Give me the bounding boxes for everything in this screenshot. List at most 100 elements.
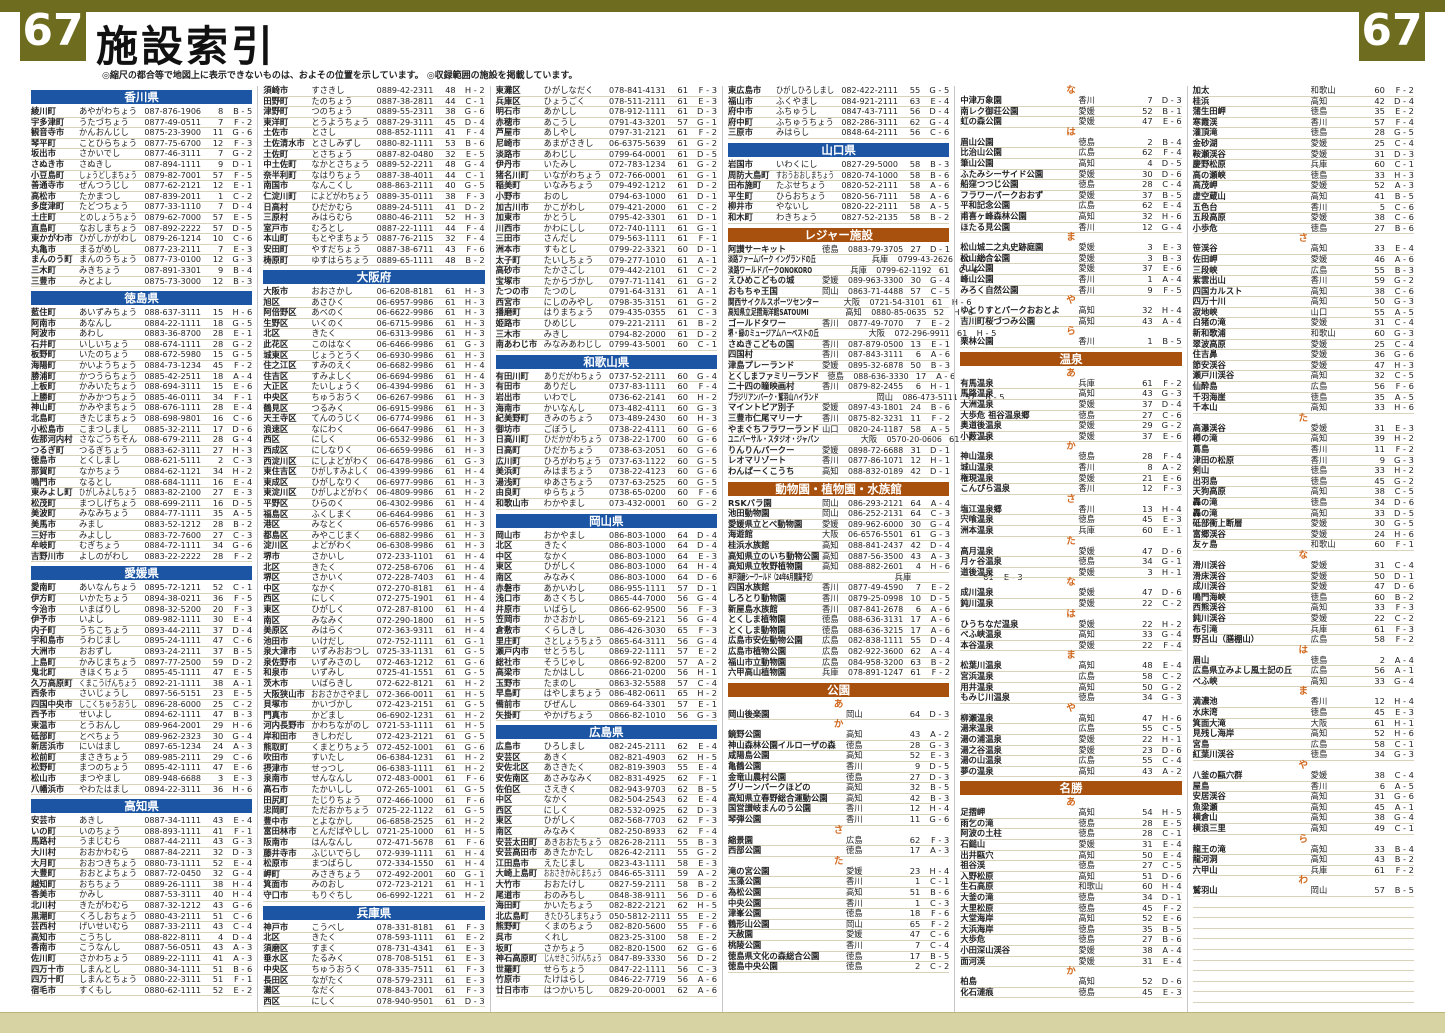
entry-phone: 078-708-5151 bbox=[376, 954, 434, 964]
map-page: 61 bbox=[445, 731, 456, 742]
entry-prefecture: 高知 bbox=[1310, 486, 1328, 497]
map-page: 31 bbox=[1374, 148, 1385, 159]
map-grid: H - 4 bbox=[464, 593, 485, 604]
map-page: 57 bbox=[964, 391, 976, 402]
municipality-row: 岸和田市 きしわだし 072-423-2121 61 G - 5 bbox=[263, 731, 485, 743]
municipality-row: 東区 ひがしく 082-568-7703 62 F - 3 bbox=[495, 815, 717, 827]
map-page: 33 bbox=[1374, 602, 1385, 613]
entry-prefecture: 高知 bbox=[1310, 823, 1328, 833]
entry-name: 轟の滝 bbox=[1192, 496, 1218, 507]
facility-row: 大里松原 徳島 45 F - 2 bbox=[960, 903, 1182, 915]
map-grid: C - 1 bbox=[465, 95, 485, 106]
entry-name: 西予市 bbox=[31, 709, 56, 720]
map-grid: H - 6 bbox=[1161, 712, 1182, 723]
municipality-row: 海田町 かいたちょう 082-822-2121 62 H - 5 bbox=[495, 901, 717, 912]
map-page: 61 bbox=[677, 201, 688, 212]
facility-row: 大歩危 祖谷温泉郷 徳島 27 C - 6 bbox=[960, 410, 1182, 422]
entry-name: 小豆島町 bbox=[31, 169, 65, 180]
entry-phone: 06-6532-9986 bbox=[376, 435, 434, 445]
entry-kana: しこくちゅうおうし bbox=[79, 698, 138, 709]
map-page: 58 bbox=[909, 190, 921, 201]
entry-name: 鈍川渓谷 bbox=[1192, 612, 1226, 623]
map-page: 61 bbox=[445, 963, 456, 974]
map-grid: B - 2 bbox=[233, 518, 253, 529]
map-grid: D - 4 bbox=[232, 624, 253, 635]
entry-kana: たじりちょう bbox=[311, 794, 362, 805]
entry-kana: とさし bbox=[311, 127, 337, 138]
entry-name: まんのう町 bbox=[31, 254, 73, 265]
entry-phone: 06-6464-9986 bbox=[376, 509, 434, 519]
map-grid: C - 2 bbox=[232, 190, 253, 201]
entry-kana: きたじまちょう bbox=[79, 413, 138, 424]
entry-phone: 0791-64-3131 bbox=[608, 287, 666, 297]
map-grid: D - 6 bbox=[1161, 870, 1182, 881]
entry-kana: このはなく bbox=[311, 339, 353, 350]
entry-kana: いまばりし bbox=[79, 603, 121, 614]
map-grid: E - 1 bbox=[698, 699, 717, 710]
map-grid: F - 3 bbox=[930, 834, 950, 845]
map-page: 57 bbox=[212, 222, 224, 233]
map-grid: A - 5 bbox=[930, 201, 950, 212]
entry-name: 石井町 bbox=[31, 338, 56, 349]
facility-row: 五段高原 愛媛 38 C - 6 bbox=[1192, 213, 1414, 224]
facility-row: 大釜の滝 徳島 34 D - 1 bbox=[960, 892, 1182, 904]
entry-name: 鳴門海峡 bbox=[1192, 591, 1226, 602]
section-header: レジャー施設 bbox=[727, 227, 950, 242]
entry-name: 滑床渓谷 bbox=[1192, 570, 1226, 581]
entry-phone: 0877-46-3111 bbox=[144, 149, 201, 159]
facility-row: 千本山 高知 33 H - 6 bbox=[1192, 403, 1414, 414]
municipality-row: 貝塚市 かいづかし 072-423-2151 61 G - 5 bbox=[263, 700, 485, 711]
entry-phone: 0880-62-1111 bbox=[144, 985, 201, 995]
entry-name: 大歩危 bbox=[960, 934, 986, 945]
map-page: 64 bbox=[677, 571, 688, 582]
entry-phone: 0883-36-8700 bbox=[144, 329, 201, 339]
entry-kana: まるがめし bbox=[79, 243, 121, 254]
map-grid: H - 3 bbox=[464, 307, 485, 318]
map-grid: H - 6 bbox=[951, 296, 972, 307]
map-page: 63 bbox=[910, 656, 921, 667]
entry-name: 西成区 bbox=[263, 445, 289, 455]
map-page: 11 bbox=[909, 814, 921, 825]
map-grid: F - 4 bbox=[1395, 116, 1414, 127]
entry-name: 布引滝 bbox=[1192, 623, 1218, 634]
map-grid: A - 6 bbox=[697, 984, 717, 995]
map-grid: H - 4 bbox=[464, 497, 485, 508]
entry-name: 広川町 bbox=[495, 455, 521, 466]
entry-kana: ひがしく bbox=[543, 815, 577, 826]
entry-name: 野呂山（膳棚山） bbox=[1192, 634, 1260, 645]
municipality-row: 丸亀市 まるがめし 0877-23-2111 7 E - 3 bbox=[31, 243, 253, 256]
entry-prefecture: 広島 bbox=[1078, 147, 1095, 158]
section-header: 岡山県 bbox=[495, 513, 717, 528]
facility-row: 仙酔島 広島 56 F - 6 bbox=[1192, 381, 1414, 393]
entry-name: 善通寺市 bbox=[31, 180, 65, 191]
map-page: 41 bbox=[445, 127, 456, 138]
entry-prefecture: 高知 bbox=[1078, 210, 1095, 221]
facility-row: 池田動物園 岡山 086-252-2131 64 C - 3 bbox=[727, 508, 950, 520]
entry-name: 轟の滝 bbox=[1192, 507, 1218, 518]
map-page: 58 bbox=[1142, 670, 1153, 681]
map-page: 61 bbox=[445, 995, 456, 1006]
map-grid: G - 3 bbox=[464, 455, 485, 466]
entry-kana: ひがしく bbox=[311, 603, 345, 614]
entry-phone: 0737-83-1111 bbox=[608, 382, 666, 392]
map-grid: B - 3 bbox=[233, 709, 253, 720]
map-grid: C - 1 bbox=[1394, 159, 1414, 170]
entry-kana: みとよし bbox=[79, 275, 113, 286]
entry-kana: たかさごし bbox=[543, 265, 586, 276]
map-grid: C - 4 bbox=[1162, 755, 1182, 766]
map-grid: A - 6 bbox=[930, 624, 950, 635]
entry-name: 堺・緑のミュージアムハーベストの丘 bbox=[727, 328, 819, 339]
entry-name: 中津万象園 bbox=[960, 95, 1002, 105]
map-grid: G - 3 bbox=[1393, 454, 1414, 465]
map-page: 61 bbox=[677, 148, 688, 159]
entry-prefecture: 香川 bbox=[821, 381, 839, 392]
municipality-row: 倉敷市 くらしきし 086-426-3030 65 F - 3 bbox=[495, 625, 717, 637]
map-page: 64 bbox=[910, 508, 921, 519]
map-grid: F - 3 bbox=[698, 603, 717, 614]
map-grid: H - 4 bbox=[464, 561, 485, 572]
map-page: 3 bbox=[1147, 252, 1153, 263]
entry-prefecture: 徳島 bbox=[1310, 475, 1328, 486]
entry-name: 西熊渓谷 bbox=[1192, 602, 1226, 613]
facility-row: 吉川町桜づつみ公園 高知 43 A - 4 bbox=[960, 316, 1182, 328]
municipality-row: 加東市 かとうし 0795-42-3301 61 D - 1 bbox=[495, 213, 717, 224]
